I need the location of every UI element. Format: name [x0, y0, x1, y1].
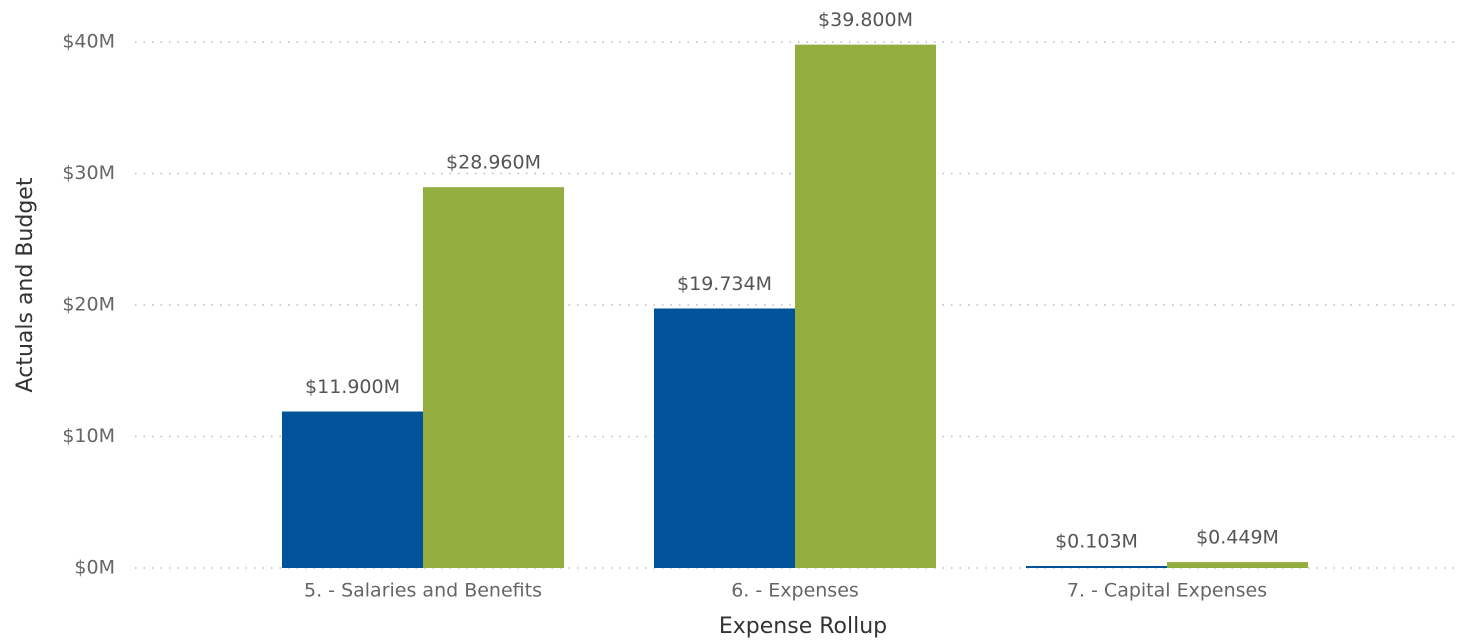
- data-label: $39.800M: [818, 9, 913, 31]
- y-tick-label: $30M: [62, 162, 115, 184]
- y-axis-title: Actuals and Budget: [13, 177, 38, 392]
- bar: [795, 44, 936, 568]
- bar: [654, 308, 795, 568]
- bar: [1026, 566, 1167, 568]
- bar: [1167, 562, 1308, 568]
- x-tick-label: 7. - Capital Expenses: [1067, 580, 1267, 602]
- x-tick-label: 6. - Expenses: [731, 580, 859, 602]
- data-label: $11.900M: [305, 376, 400, 398]
- x-tick-label: 5. - Salaries and Benefits: [304, 580, 542, 602]
- y-tick-label: $0M: [74, 557, 115, 579]
- y-tick-label: $20M: [62, 294, 115, 316]
- data-label: $19.734M: [677, 273, 772, 295]
- data-label: $0.449M: [1196, 527, 1279, 549]
- bar: [423, 187, 564, 568]
- y-tick-label: $10M: [62, 425, 115, 447]
- data-label: $0.103M: [1055, 531, 1138, 553]
- x-axis-title: Expense Rollup: [719, 614, 887, 639]
- bar: [282, 411, 423, 568]
- data-label: $28.960M: [446, 152, 541, 174]
- y-tick-label: $40M: [62, 31, 115, 53]
